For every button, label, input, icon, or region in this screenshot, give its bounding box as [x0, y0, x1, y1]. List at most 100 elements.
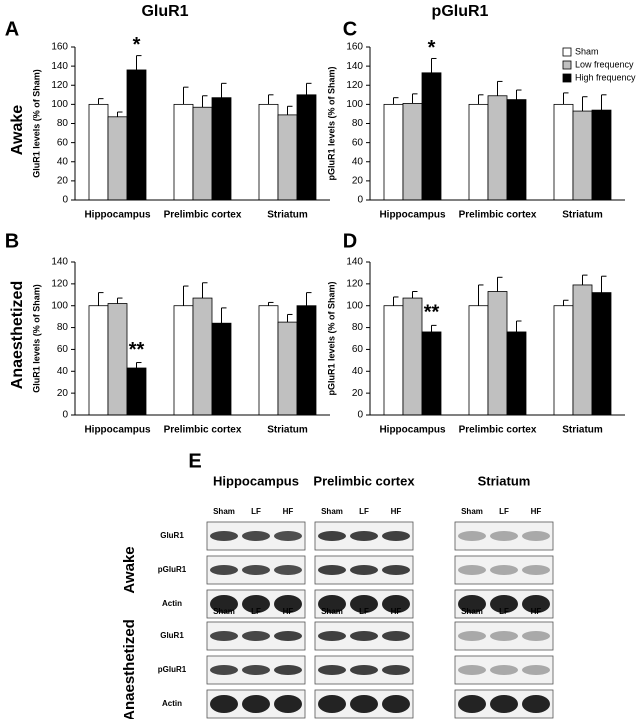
- bar: [487, 291, 508, 416]
- panel-letter: C: [343, 18, 357, 40]
- blot-band: [274, 665, 302, 675]
- y-tick-label: 60: [57, 137, 69, 148]
- blot-row-label: pGluR1: [158, 565, 187, 574]
- lane-label: HF: [391, 507, 402, 516]
- y-tick-label: 40: [57, 366, 69, 377]
- blot-band: [350, 565, 378, 575]
- panel-letter: D: [343, 230, 357, 252]
- bar: [421, 331, 442, 416]
- annotation: **: [129, 339, 145, 361]
- y-tick-label: 140: [51, 257, 68, 268]
- x-tick-label: Striatum: [562, 210, 603, 221]
- bar: [88, 103, 109, 201]
- error-bar: [601, 275, 607, 293]
- error-bar: [183, 86, 189, 105]
- bar: [173, 305, 194, 416]
- blot-band: [350, 665, 378, 675]
- bar: [553, 103, 574, 201]
- error-bar: [582, 96, 588, 112]
- error-bar: [393, 296, 399, 306]
- lane-label: Sham: [213, 507, 235, 516]
- blot-band: [242, 595, 270, 613]
- blot-band: [490, 565, 518, 575]
- error-bar: [98, 292, 104, 306]
- lane-label: LF: [359, 507, 369, 516]
- bar: [591, 109, 612, 201]
- bar: [383, 305, 404, 416]
- blot-band: [382, 595, 410, 613]
- error-bar: [563, 299, 569, 306]
- y-tick-label: 40: [57, 156, 69, 167]
- y-tick-label: 80: [352, 118, 364, 129]
- blot-frame: [454, 655, 554, 685]
- panel-letter: E: [188, 450, 201, 472]
- y-tick-label: 80: [57, 118, 69, 129]
- blot-band: [242, 695, 270, 713]
- error-bar: [601, 94, 607, 111]
- x-tick-label: Hippocampus: [84, 425, 151, 436]
- condition-label: Anaesthetized: [121, 619, 138, 719]
- blot-band: [242, 531, 270, 541]
- blot-row-label: GluR1: [160, 531, 184, 540]
- blot-band: [210, 695, 238, 713]
- error-bar: [287, 313, 293, 323]
- error-bar: [497, 80, 503, 96]
- y-tick-label: 100: [51, 99, 68, 110]
- blot-band: [522, 531, 550, 541]
- blot-row-label: Actin: [162, 699, 182, 708]
- blot-band: [318, 565, 346, 575]
- lane-label: Sham: [321, 507, 343, 516]
- error-bar: [516, 89, 522, 100]
- y-tick-label: 60: [352, 344, 364, 355]
- blot-band: [318, 595, 346, 613]
- bar: [468, 103, 489, 201]
- blot-band: [318, 665, 346, 675]
- blot-band: [458, 631, 486, 641]
- lane-label: HF: [531, 507, 542, 516]
- column-title: pGluR1: [432, 3, 489, 20]
- annotation: *: [428, 37, 436, 59]
- blot-band: [458, 595, 486, 613]
- blot-row-label: GluR1: [160, 631, 184, 640]
- bar: [296, 305, 317, 416]
- bar: [383, 103, 404, 201]
- blot-band: [490, 531, 518, 541]
- bar: [421, 72, 442, 201]
- blot-band: [274, 565, 302, 575]
- y-tick-label: 80: [352, 322, 364, 333]
- y-axis-label: pGluR1 levels (% of Sham): [326, 66, 336, 180]
- y-tick-label: 20: [352, 176, 364, 187]
- bar: [468, 305, 489, 416]
- lane-label: Sham: [461, 507, 483, 516]
- lane-label: HF: [531, 607, 542, 616]
- blot-band: [242, 631, 270, 641]
- bar: [402, 297, 423, 416]
- error-bar: [183, 285, 189, 306]
- y-tick-label: 20: [57, 176, 69, 187]
- blot-band: [210, 531, 238, 541]
- error-bar: [117, 297, 123, 304]
- error-bar: [117, 111, 123, 117]
- y-tick-label: 140: [346, 61, 363, 72]
- blot-band: [210, 665, 238, 675]
- error-bar: [393, 97, 399, 105]
- blot-band: [522, 565, 550, 575]
- error-bar: [136, 55, 142, 70]
- x-tick-label: Prelimbic cortex: [459, 425, 537, 436]
- bar: [126, 69, 147, 201]
- blot-band: [490, 631, 518, 641]
- blot-band: [382, 531, 410, 541]
- legend-label: High frequency: [575, 72, 636, 82]
- blot-band: [318, 695, 346, 713]
- blot-band: [318, 531, 346, 541]
- y-axis-label: pGluR1 levels (% of Sham): [326, 281, 336, 395]
- blot-band: [458, 665, 486, 675]
- panel-letter: B: [5, 230, 19, 252]
- x-tick-label: Prelimbic cortex: [164, 210, 242, 221]
- y-tick-label: 0: [357, 410, 363, 421]
- row-label: Awake: [9, 105, 26, 156]
- legend-swatch: [562, 60, 572, 70]
- x-tick-label: Striatum: [562, 425, 603, 436]
- annotation: **: [424, 302, 440, 324]
